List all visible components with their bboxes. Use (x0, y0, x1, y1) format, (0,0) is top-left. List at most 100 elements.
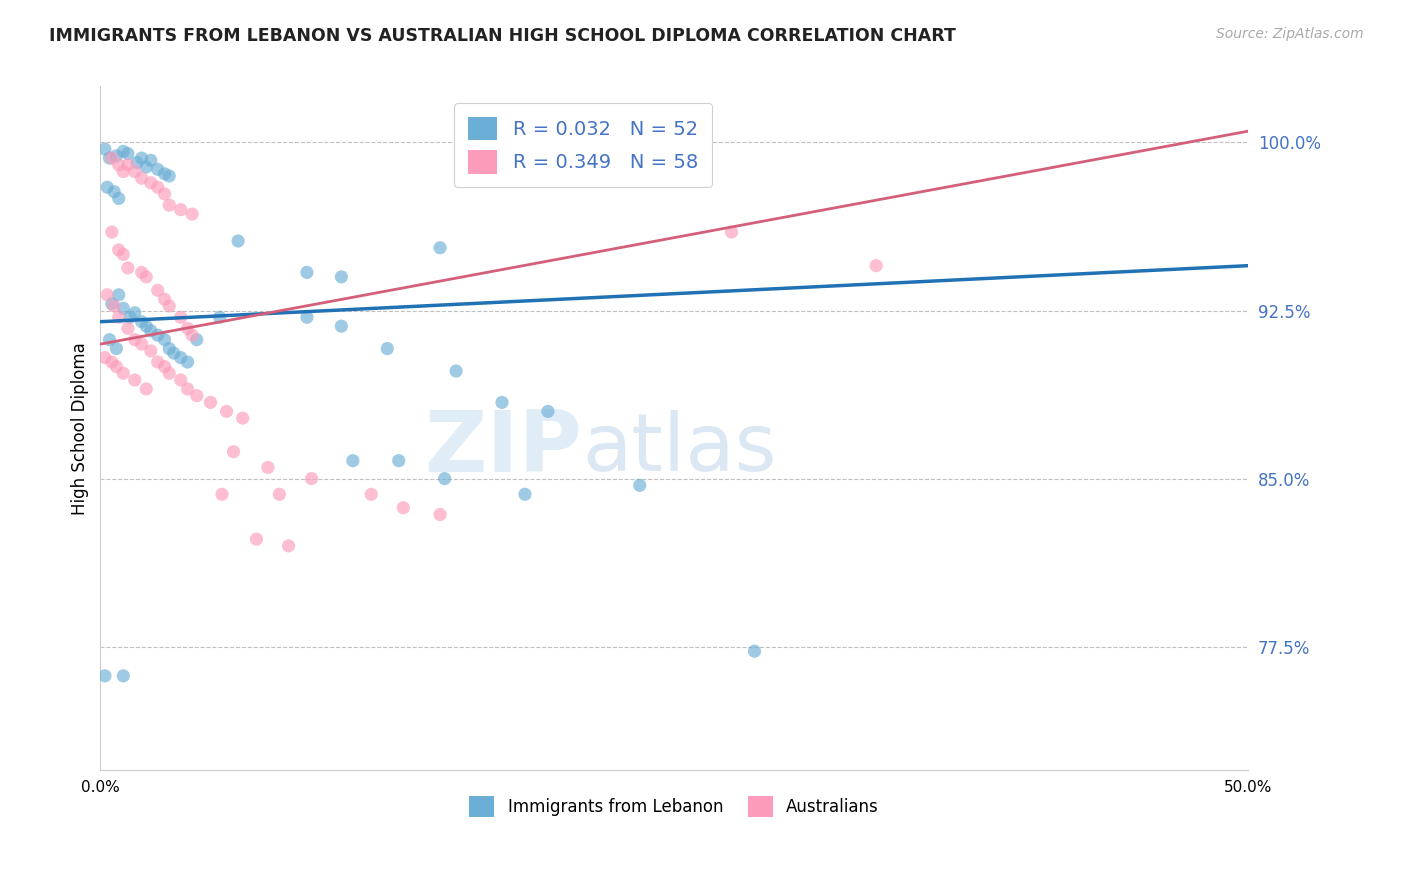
Point (153, 186, 176, 201)
Point (112, 301, 135, 316)
Text: ZIP: ZIP (425, 407, 582, 491)
Point (124, 333, 146, 347)
Point (157, 198, 180, 212)
Y-axis label: High School Diploma: High School Diploma (72, 342, 89, 515)
Point (157, 342, 180, 356)
Point (124, 373, 146, 387)
Point (105, 342, 128, 356)
Point (112, 366, 135, 380)
Point (124, 164, 146, 178)
Point (153, 333, 176, 347)
Point (105, 149, 128, 163)
Point (103, 299, 125, 313)
Point (146, 355, 169, 369)
Point (186, 389, 208, 403)
Point (139, 324, 162, 338)
Point (537, 404, 560, 418)
Point (153, 167, 176, 181)
Point (222, 444, 245, 458)
Point (429, 241, 451, 255)
Point (208, 310, 231, 325)
Point (107, 310, 129, 325)
Point (146, 180, 169, 194)
Point (131, 315, 153, 329)
Point (94, 142, 117, 156)
Point (186, 333, 208, 347)
Point (135, 160, 157, 174)
Point (245, 532, 267, 546)
Point (117, 146, 139, 161)
Text: IMMIGRANTS FROM LEBANON VS AUSTRALIAN HIGH SCHOOL DIPLOMA CORRELATION CHART: IMMIGRANTS FROM LEBANON VS AUSTRALIAN HI… (49, 27, 956, 45)
Point (107, 288, 129, 302)
Point (153, 359, 176, 374)
Point (112, 669, 135, 683)
Point (157, 366, 180, 380)
Point (117, 260, 139, 275)
Point (277, 539, 299, 553)
Point (200, 395, 222, 409)
Point (98, 333, 121, 347)
Point (157, 299, 180, 313)
Point (232, 411, 254, 425)
Point (107, 191, 129, 205)
Point (360, 487, 382, 501)
Point (103, 185, 125, 199)
Point (131, 265, 153, 279)
Point (124, 306, 146, 320)
Point (117, 321, 139, 335)
Point (181, 207, 204, 221)
Point (146, 162, 169, 177)
Point (139, 343, 162, 358)
Text: Source: ZipAtlas.com: Source: ZipAtlas.com (1216, 27, 1364, 41)
Point (157, 169, 180, 183)
Point (628, 478, 651, 492)
Point (720, 225, 742, 239)
Point (269, 487, 291, 501)
Point (176, 321, 198, 335)
Point (301, 472, 323, 486)
Point (101, 151, 124, 165)
Point (107, 158, 129, 172)
Point (120, 310, 142, 325)
Point (170, 202, 193, 217)
Text: atlas: atlas (582, 409, 776, 488)
Point (744, 644, 766, 658)
Point (295, 265, 318, 279)
Point (170, 351, 193, 365)
Point (101, 355, 124, 369)
Point (135, 269, 157, 284)
Point (226, 234, 249, 248)
Point (153, 293, 176, 307)
Point (433, 472, 456, 486)
Point (513, 487, 536, 501)
Point (105, 359, 128, 374)
Point (146, 283, 169, 297)
Point (491, 395, 513, 409)
Point (131, 151, 153, 165)
Point (96, 180, 118, 194)
Point (163, 346, 186, 360)
Point (429, 508, 451, 522)
Point (176, 382, 198, 396)
Point (139, 153, 162, 168)
Point (170, 373, 193, 387)
Point (94, 351, 117, 365)
Point (257, 460, 280, 475)
Point (342, 453, 364, 467)
Point (94, 669, 117, 683)
Point (211, 487, 233, 501)
Point (330, 319, 353, 334)
Point (170, 310, 193, 325)
Point (101, 297, 124, 311)
Legend: Immigrants from Lebanon, Australians: Immigrants from Lebanon, Australians (463, 789, 886, 823)
Point (107, 243, 129, 257)
Point (444, 364, 467, 378)
Point (101, 225, 124, 239)
Point (135, 382, 157, 396)
Point (392, 500, 415, 515)
Point (112, 247, 135, 261)
Point (135, 319, 157, 334)
Point (375, 342, 398, 356)
Point (96, 288, 118, 302)
Point (98, 151, 121, 165)
